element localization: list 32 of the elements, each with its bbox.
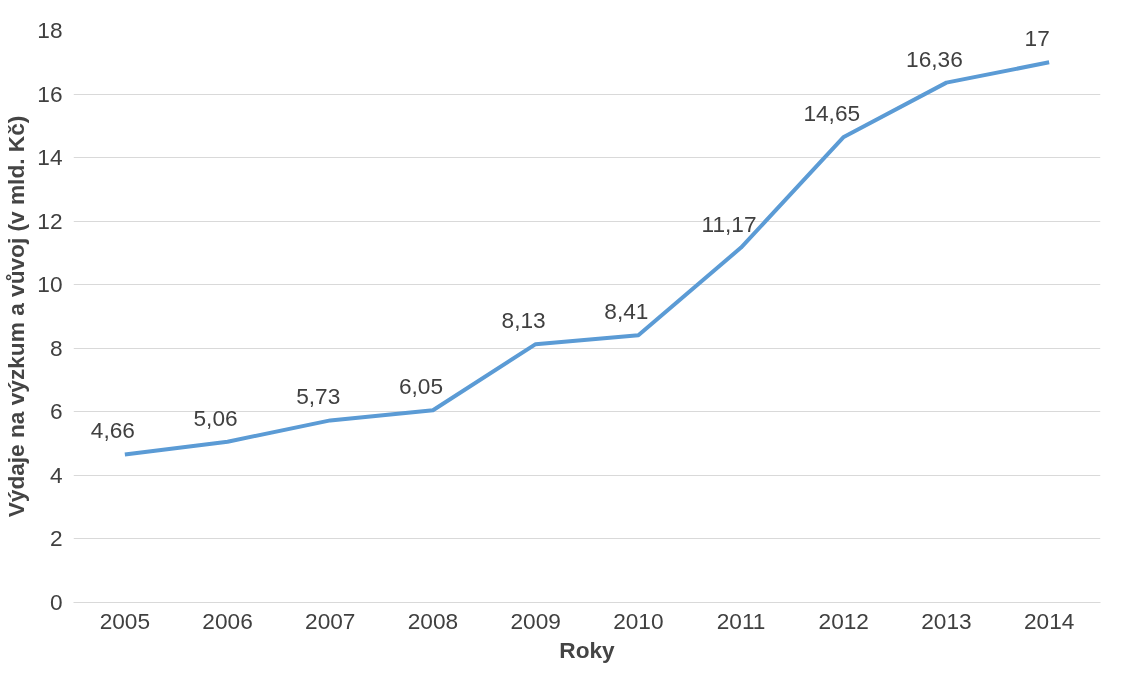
y-tick-label: 14 (37, 144, 63, 171)
x-tick-label: 2006 (202, 607, 253, 634)
data-label: 5,06 (193, 404, 238, 431)
data-label: 8,41 (604, 298, 649, 325)
data-label: 16,36 (906, 45, 963, 72)
x-axis-title: Roky (559, 636, 616, 663)
x-tick-label: 2013 (921, 607, 972, 634)
x-tick-label: 2008 (407, 607, 459, 634)
y-tick-label: 0 (49, 589, 63, 615)
x-tick-label: 2014 (1023, 607, 1075, 634)
x-tick-label: 2007 (305, 607, 356, 634)
x-tick-label: 2009 (510, 607, 561, 634)
data-label: 6,05 (398, 373, 444, 400)
data-label: 5,73 (296, 383, 341, 410)
data-label: 14,65 (803, 99, 861, 126)
x-tick-label: 2010 (613, 607, 664, 634)
y-tick-label: 16 (37, 80, 63, 107)
x-tick-label: 2005 (99, 607, 151, 634)
y-axis-title: Výdaje na výzkum a vůvoj (v mld. Kč) (3, 115, 30, 518)
y-tick-label: 18 (37, 17, 63, 43)
data-label: 4,66 (90, 417, 135, 444)
x-tick-label: 2012 (818, 607, 869, 634)
y-tick-label: 2 (49, 525, 63, 552)
y-tick-label: 6 (49, 398, 63, 425)
y-tick-label: 8 (49, 334, 63, 361)
data-label: 17 (1024, 25, 1050, 52)
data-label: 11,17 (701, 210, 757, 237)
x-tick-label: 2011 (716, 607, 766, 634)
y-tick-label: 4 (49, 461, 63, 488)
y-tick-label: 10 (37, 271, 63, 298)
data-label: 8,13 (501, 307, 546, 334)
y-tick-label: 12 (37, 207, 63, 234)
